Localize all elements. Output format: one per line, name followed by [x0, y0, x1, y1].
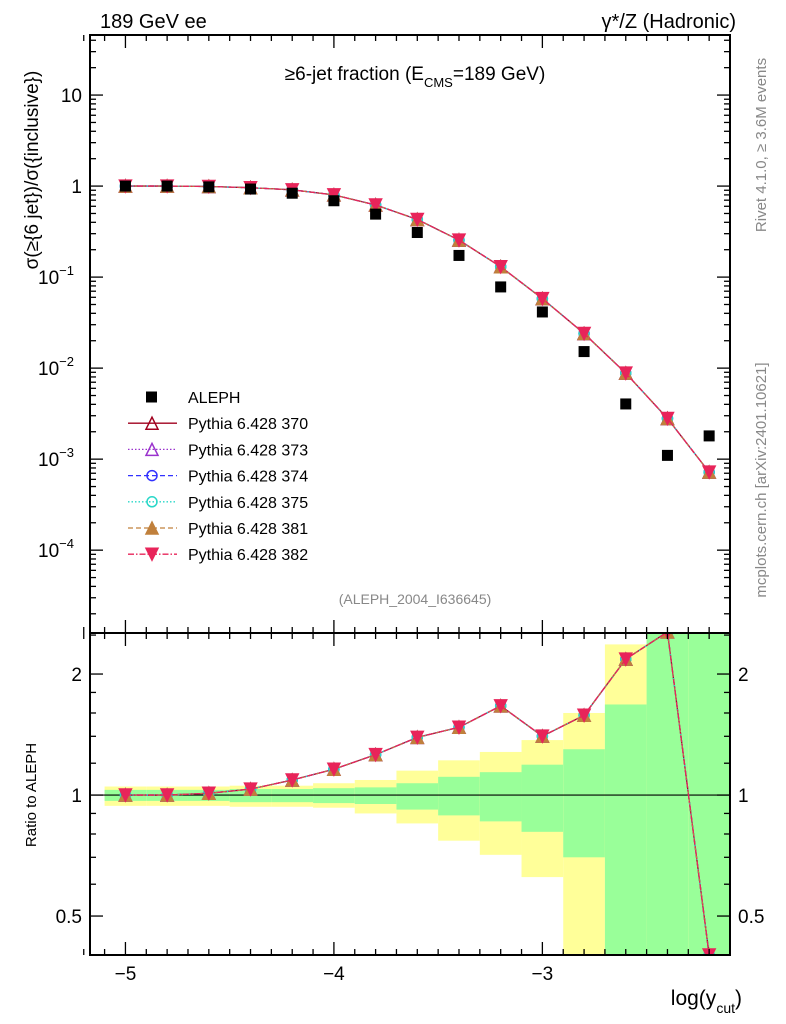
legend-marker-4 — [144, 520, 160, 535]
side-text-rivet: Rivet 4.1.0, ≥ 3.6M events — [753, 58, 770, 232]
ratio-point-5 — [576, 708, 592, 723]
axes: −5 −4 −3 10 1 10−1 10−2 10−3 10−4 2 2 1 1 0.5 0.5 — [38, 34, 764, 985]
x-tick-label: −5 — [115, 964, 137, 985]
series-point-5 — [701, 465, 717, 480]
main-plot-marks — [118, 178, 717, 480]
data-point-aleph — [119, 180, 131, 192]
legend-label-0: Pythia 6.428 370 — [188, 416, 308, 433]
band-stat — [688, 633, 730, 955]
data-point-aleph — [203, 181, 215, 193]
band-stat — [438, 776, 480, 816]
legend-label-5: Pythia 6.428 382 — [188, 547, 308, 564]
ratio-point-5 — [535, 729, 550, 744]
ratio-point-5 — [201, 786, 217, 801]
ratio-point-5 — [618, 652, 633, 667]
y-tick-label: 10−4 — [38, 536, 74, 562]
legend-marker-aleph — [146, 391, 157, 403]
band-stat — [479, 772, 522, 822]
header-left: 189 GeV ee — [100, 11, 207, 33]
legend-marker-1 — [144, 441, 160, 457]
data-point-aleph — [453, 249, 465, 261]
y-tick-label: 1 — [71, 177, 82, 198]
ratio-point-5 — [285, 773, 300, 788]
ratio-point-5 — [243, 782, 258, 797]
data-point-aleph — [411, 227, 423, 239]
ratio-y-tick-label-right: 1 — [738, 786, 749, 807]
main-frame — [89, 34, 731, 634]
series-point-5 — [576, 326, 592, 342]
legend-marker-3 — [146, 496, 158, 508]
data-point-aleph — [370, 208, 382, 220]
ratio-frame — [89, 632, 731, 956]
series-point-5 — [660, 411, 675, 427]
ratio-point-5 — [451, 720, 467, 735]
analysis-id: (ALEPH_2004_I636645) — [339, 591, 492, 607]
band-stat — [396, 783, 439, 810]
x-tick-label: −4 — [323, 964, 345, 985]
band-stat — [604, 704, 647, 955]
legend: ALEPH Pythia 6.428 370 Pythia 6.428 373 Pyt… — [128, 390, 308, 564]
series-point-5 — [535, 291, 550, 307]
ratio-point-5 — [368, 747, 383, 763]
ratio-y-tick-label-left: 1 — [71, 786, 82, 807]
legend-label-1: Pythia 6.428 373 — [188, 442, 308, 459]
legend-label-aleph: ALEPH — [188, 390, 240, 407]
ratio-y-axis-label: Ratio to ALEPH — [23, 743, 40, 847]
series-point-5 — [493, 259, 508, 275]
legend-label-2: Pythia 6.428 374 — [188, 469, 308, 486]
header-right: γ*/Z (Hadronic) — [602, 11, 736, 33]
ratio-point-5 — [159, 788, 175, 803]
x-axis-label: log(ycut) — [671, 987, 742, 1016]
data-point-aleph — [328, 195, 340, 207]
ratio-point-5 — [410, 730, 425, 746]
series-point-5 — [368, 198, 383, 213]
series-point-5 — [326, 188, 342, 203]
ratio-y-tick-label-left: 2 — [71, 665, 82, 686]
series-point-5 — [410, 212, 425, 228]
ratio-point-5 — [493, 699, 508, 714]
ratio-y-tick-label-left: 0.5 — [56, 907, 82, 928]
ratio-uncertainty-bands — [90, 633, 730, 955]
ratio-y-tick-label-right: 2 — [738, 665, 749, 686]
ratio-point-5 — [118, 788, 133, 803]
data-point-aleph — [161, 180, 173, 192]
band-stat — [521, 764, 564, 832]
band-stat — [646, 633, 689, 955]
band-stat — [354, 787, 397, 804]
data-point-aleph — [495, 281, 507, 293]
y-tick-label: 10−2 — [38, 354, 74, 380]
data-point-aleph — [620, 398, 632, 410]
y-tick-label: 10−3 — [38, 445, 74, 471]
y-axis-label: σ(≥{6 jet})/σ({inclusive}) — [22, 71, 43, 270]
series-point-5 — [618, 366, 633, 381]
x-tick-label: −3 — [532, 964, 554, 985]
data-point-aleph — [578, 346, 590, 358]
legend-marker-0 — [144, 415, 160, 430]
series-point-5 — [451, 233, 467, 248]
ratio-plot-marks — [118, 633, 717, 955]
legend-label-3: Pythia 6.428 375 — [188, 495, 308, 512]
data-point-aleph — [245, 183, 257, 195]
y-tick-label: 10−1 — [38, 263, 74, 289]
legend-label-4: Pythia 6.428 381 — [188, 521, 308, 538]
main-title: ≥6-jet fraction (ECMS=189 GeV) — [285, 64, 546, 90]
legend-marker-2 — [146, 469, 158, 482]
side-text-mcplots: mcplots.cern.ch [arXiv:2401.10621] — [753, 362, 770, 597]
data-point-aleph — [286, 187, 298, 199]
legend-marker-5 — [144, 547, 160, 562]
data-point-aleph — [703, 430, 715, 442]
data-point-aleph — [536, 306, 548, 318]
ratio-point-5 — [326, 762, 342, 777]
data-point-aleph — [661, 449, 673, 461]
y-tick-label: 10 — [61, 86, 82, 107]
band-stat — [563, 749, 605, 858]
ratio-y-tick-label-right: 0.5 — [738, 907, 764, 928]
